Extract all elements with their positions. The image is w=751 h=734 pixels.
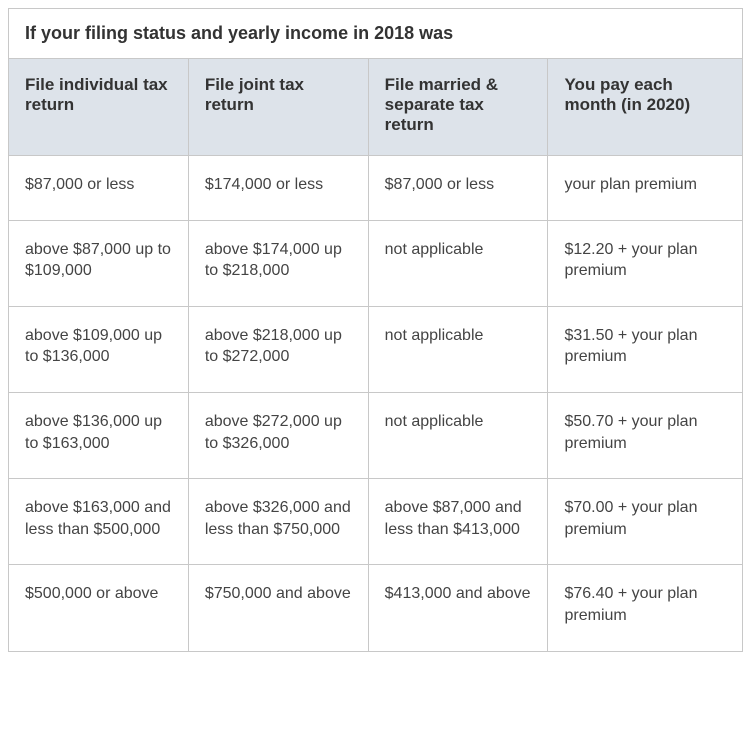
cell-individual: above $163,000 and less than $500,000 bbox=[9, 479, 189, 565]
income-premium-table: If your filing status and yearly income … bbox=[8, 8, 743, 652]
table-header-row: File individual tax return File joint ta… bbox=[9, 59, 743, 156]
cell-individual: above $87,000 up to $109,000 bbox=[9, 220, 189, 306]
table-row: $500,000 or above $750,000 and above $41… bbox=[9, 565, 743, 651]
cell-married-separate: $413,000 and above bbox=[368, 565, 548, 651]
cell-individual: above $109,000 up to $136,000 bbox=[9, 306, 189, 392]
cell-pay: $70.00 + your plan premium bbox=[548, 479, 743, 565]
cell-individual: above $136,000 up to $163,000 bbox=[9, 392, 189, 478]
cell-joint: above $326,000 and less than $750,000 bbox=[188, 479, 368, 565]
column-header-pay-each-month: You pay each month (in 2020) bbox=[548, 59, 743, 156]
cell-joint: $174,000 or less bbox=[188, 156, 368, 221]
cell-joint: above $174,000 up to $218,000 bbox=[188, 220, 368, 306]
cell-individual: $500,000 or above bbox=[9, 565, 189, 651]
table-row: above $87,000 up to $109,000 above $174,… bbox=[9, 220, 743, 306]
cell-married-separate: not applicable bbox=[368, 306, 548, 392]
column-header-married-separate: File married & separate tax return bbox=[368, 59, 548, 156]
cell-joint: above $218,000 up to $272,000 bbox=[188, 306, 368, 392]
cell-married-separate: not applicable bbox=[368, 392, 548, 478]
cell-pay: $50.70 + your plan premium bbox=[548, 392, 743, 478]
cell-pay: $76.40 + your plan premium bbox=[548, 565, 743, 651]
table-title: If your filing status and yearly income … bbox=[9, 9, 743, 59]
cell-joint: $750,000 and above bbox=[188, 565, 368, 651]
cell-joint: above $272,000 up to $326,000 bbox=[188, 392, 368, 478]
cell-pay: $12.20 + your plan premium bbox=[548, 220, 743, 306]
table-row: above $163,000 and less than $500,000 ab… bbox=[9, 479, 743, 565]
table-row: $87,000 or less $174,000 or less $87,000… bbox=[9, 156, 743, 221]
cell-married-separate: above $87,000 and less than $413,000 bbox=[368, 479, 548, 565]
cell-pay: $31.50 + your plan premium bbox=[548, 306, 743, 392]
cell-married-separate: $87,000 or less bbox=[368, 156, 548, 221]
table-row: above $109,000 up to $136,000 above $218… bbox=[9, 306, 743, 392]
column-header-joint: File joint tax return bbox=[188, 59, 368, 156]
column-header-individual: File individual tax return bbox=[9, 59, 189, 156]
table-row: above $136,000 up to $163,000 above $272… bbox=[9, 392, 743, 478]
cell-pay: your plan premium bbox=[548, 156, 743, 221]
cell-married-separate: not applicable bbox=[368, 220, 548, 306]
cell-individual: $87,000 or less bbox=[9, 156, 189, 221]
table-title-row: If your filing status and yearly income … bbox=[9, 9, 743, 59]
